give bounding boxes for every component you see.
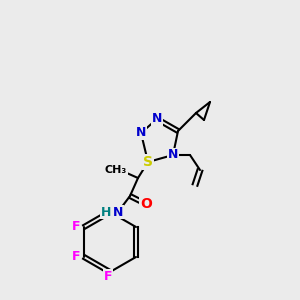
Text: N: N — [152, 112, 162, 125]
Text: CH₃: CH₃ — [105, 165, 127, 175]
Text: N: N — [113, 206, 123, 218]
Text: N: N — [168, 148, 178, 161]
Text: S: S — [143, 155, 153, 169]
Text: F: F — [72, 220, 80, 233]
Text: H: H — [101, 206, 111, 218]
Text: F: F — [72, 250, 80, 263]
Text: N: N — [136, 127, 146, 140]
Text: F: F — [104, 269, 112, 283]
Text: O: O — [140, 197, 152, 211]
